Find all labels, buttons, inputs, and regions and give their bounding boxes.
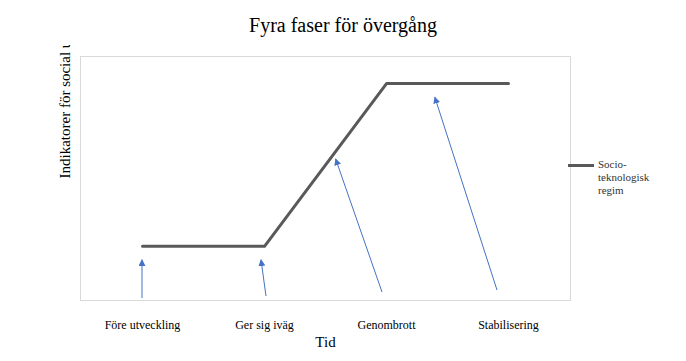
svg-text:Före utveckling: Före utveckling (105, 318, 181, 332)
svg-text:Genombrott: Genombrott (358, 318, 417, 332)
svg-text:Tid: Tid (315, 334, 336, 350)
svg-text:Stabilisering: Stabilisering (478, 318, 539, 332)
svg-text:Ger sig iväg: Ger sig iväg (235, 318, 294, 332)
html-text:Fyra faser för övergång: Fyra faser för övergång (249, 14, 437, 36)
html-text:Socio-teknologisk regim: Socio-teknologisk regim (598, 158, 650, 196)
svg-text:Indikatorer för social utveckl: Indikatorer för social utveckling (57, 45, 73, 179)
